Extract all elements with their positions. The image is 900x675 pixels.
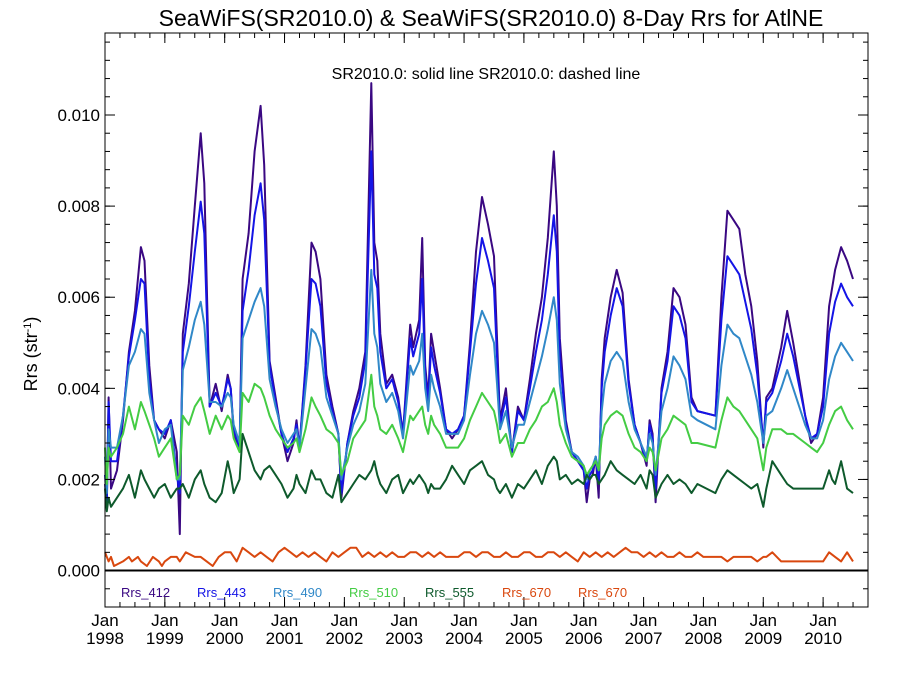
- x-tick-label-month: Jan: [510, 611, 537, 630]
- x-tick-label-year: 2004: [445, 629, 483, 648]
- x-tick-label-month: Jan: [151, 611, 178, 630]
- x-tick-label-month: Jan: [630, 611, 657, 630]
- x-tick-label-year: 2003: [385, 629, 423, 648]
- x-tick-label-month: Jan: [331, 611, 358, 630]
- legend: Rrs_412 Rrs_443 Rrs_490 Rrs_510 Rrs_555 Rrs_6…: [121, 585, 627, 600]
- legend-item-rrs-443: Rrs_443: [197, 585, 246, 600]
- x-tick-label-year: 2007: [625, 629, 663, 648]
- x-tick-label-year: 2009: [744, 629, 782, 648]
- x-tick-label-year: 1998: [86, 629, 124, 648]
- x-tick-label-month: Jan: [570, 611, 597, 630]
- legend-item-rrs-670: Rrs_670: [578, 585, 627, 600]
- y-axis-label: Rrs (str-1): [21, 317, 41, 392]
- x-tick-label-year: 2002: [325, 629, 363, 648]
- series-line-rrs-555: [104, 432, 854, 513]
- legend-item-rrs-555: Rrs_555: [425, 585, 474, 600]
- legend-item-rrs-670: Rrs_670: [502, 585, 551, 600]
- y-tick-label: 0.004: [57, 379, 100, 398]
- x-tick-label-month: Jan: [211, 611, 238, 630]
- y-tick-label: 0.006: [57, 288, 100, 307]
- x-tick-label-month: Jan: [750, 611, 777, 630]
- chart-title: SeaWiFS(SR2010.0) & SeaWiFS(SR2010.0) 8-…: [159, 5, 824, 31]
- legend-item-rrs-412: Rrs_412: [121, 585, 170, 600]
- y-tick-label: 0.008: [57, 197, 100, 216]
- x-tick-label-year: 2005: [505, 629, 543, 648]
- x-tick-label-month: Jan: [450, 611, 477, 630]
- x-tick-label-year: 2001: [266, 629, 304, 648]
- x-tick-label-year: 2010: [804, 629, 842, 648]
- x-tick-label-month: Jan: [809, 611, 836, 630]
- x-tick-label-year: 2008: [685, 629, 723, 648]
- y-axis-label-close: ): [21, 317, 41, 323]
- plot-frame: [104, 32, 869, 608]
- y-axis-label-text: Rrs (str: [21, 332, 41, 391]
- x-tick-label-month: Jan: [391, 611, 418, 630]
- x-tick-label-month: Jan: [690, 611, 717, 630]
- series-line-rrs-670: [104, 546, 854, 567]
- x-tick-label-month: Jan: [91, 611, 118, 630]
- x-tick-label-year: 2000: [206, 629, 244, 648]
- x-tick-label-year: 2006: [565, 629, 603, 648]
- legend-item-rrs-490: Rrs_490: [273, 585, 322, 600]
- x-tick-label-month: Jan: [271, 611, 298, 630]
- chart-subtitle: SR2010.0: solid line SR2010.0: dashed li…: [332, 66, 641, 83]
- y-tick-label: 0.000: [57, 562, 100, 581]
- series-line-rrs-443: [104, 150, 854, 504]
- series-group: [104, 82, 854, 567]
- y-axis-label-superscript: -1: [22, 323, 34, 333]
- axes: 0.0000.0020.0040.0060.0080.010Jan1998Jan…: [57, 32, 869, 648]
- legend-item-rrs-510: Rrs_510: [349, 585, 398, 600]
- series-line-rrs-510: [104, 373, 854, 485]
- series-line-rrs-412: [104, 82, 854, 536]
- y-tick-label: 0.010: [57, 106, 100, 125]
- y-tick-label: 0.002: [57, 470, 100, 489]
- series-line-rrs-490: [104, 268, 854, 495]
- x-tick-label-year: 1999: [146, 629, 184, 648]
